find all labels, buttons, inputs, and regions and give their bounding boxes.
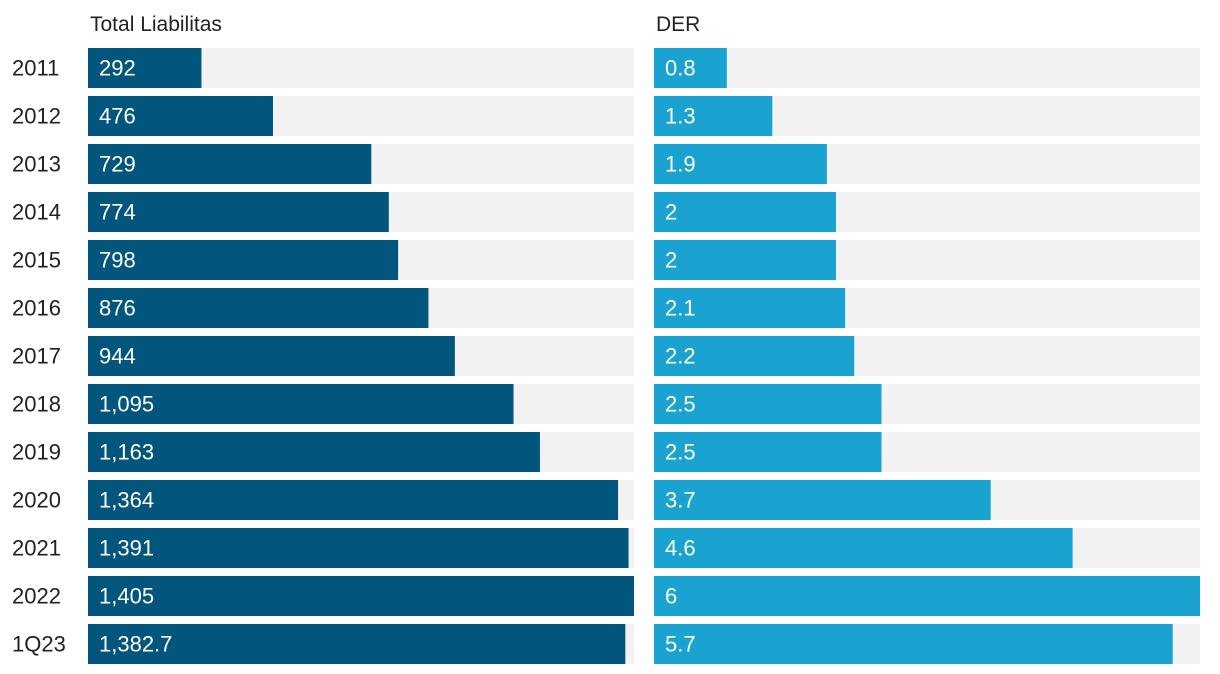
bar-value-label: 729 [99,152,136,177]
bar [88,528,629,568]
bar [88,96,273,136]
bar-value-label: 292 [99,56,136,81]
bar [88,576,634,616]
category-label: 2017 [12,344,61,369]
bar-value-label: 1,163 [99,440,154,465]
bar [654,96,773,136]
bar [88,336,455,376]
bar-value-label: 476 [99,104,136,129]
bar-value-label: 1,364 [99,488,154,513]
category-label: 2021 [12,536,61,561]
bar-value-label: 5.7 [665,632,696,657]
panel-title: Total Liabilitas [90,13,222,36]
panel-title: DER [656,13,700,36]
bar [88,48,202,88]
bar [654,240,836,280]
category-label: 2020 [12,488,61,513]
bar-value-label: 4.6 [665,536,696,561]
bar-value-label: 2.2 [665,344,696,369]
bar [88,384,514,424]
bar-value-label: 1.3 [665,104,696,129]
bar-value-label: 1.9 [665,152,696,177]
category-label: 2018 [12,392,61,417]
category-label: 2013 [12,152,61,177]
bar [88,480,619,520]
bar-track [654,48,1200,88]
bar [654,144,827,184]
bar-value-label: 2.5 [665,440,696,465]
bar [88,192,389,232]
bar [88,288,429,328]
bar [88,624,626,664]
bar-value-label: 2.1 [665,296,696,321]
bar-value-label: 2 [665,248,677,273]
bar-value-label: 0.8 [665,56,696,81]
bar-value-label: 876 [99,296,136,321]
bar [88,240,399,280]
category-label: 2015 [12,248,61,273]
bar-value-label: 774 [99,200,136,225]
bar-value-label: 798 [99,248,136,273]
bar [654,48,727,88]
bar-value-label: 2 [665,200,677,225]
category-label: 2016 [12,296,61,321]
category-label: 2019 [12,440,61,465]
bar-value-label: 1,095 [99,392,154,417]
bar [654,624,1173,664]
bar [88,432,540,472]
category-label: 2011 [12,56,59,81]
bar [654,432,882,472]
bar-value-label: 2.5 [665,392,696,417]
category-label: 2012 [12,104,61,129]
category-label: 1Q23 [12,632,66,657]
bar [654,384,882,424]
bar-value-label: 6 [665,584,677,609]
bar [654,528,1073,568]
bar [654,576,1200,616]
bar-value-label: 1,391 [99,536,154,561]
bar [654,480,991,520]
bar-value-label: 1,405 [99,584,154,609]
bar [654,192,836,232]
bar [654,288,846,328]
category-label: 2014 [12,200,61,225]
bar-value-label: 944 [99,344,136,369]
bar-value-label: 1,382.7 [99,632,172,657]
category-label: 2022 [12,584,61,609]
bar-value-label: 3.7 [665,488,696,513]
bar [654,336,855,376]
bar [88,144,372,184]
